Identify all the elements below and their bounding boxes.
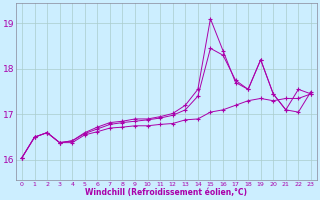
- X-axis label: Windchill (Refroidissement éolien,°C): Windchill (Refroidissement éolien,°C): [85, 188, 247, 197]
